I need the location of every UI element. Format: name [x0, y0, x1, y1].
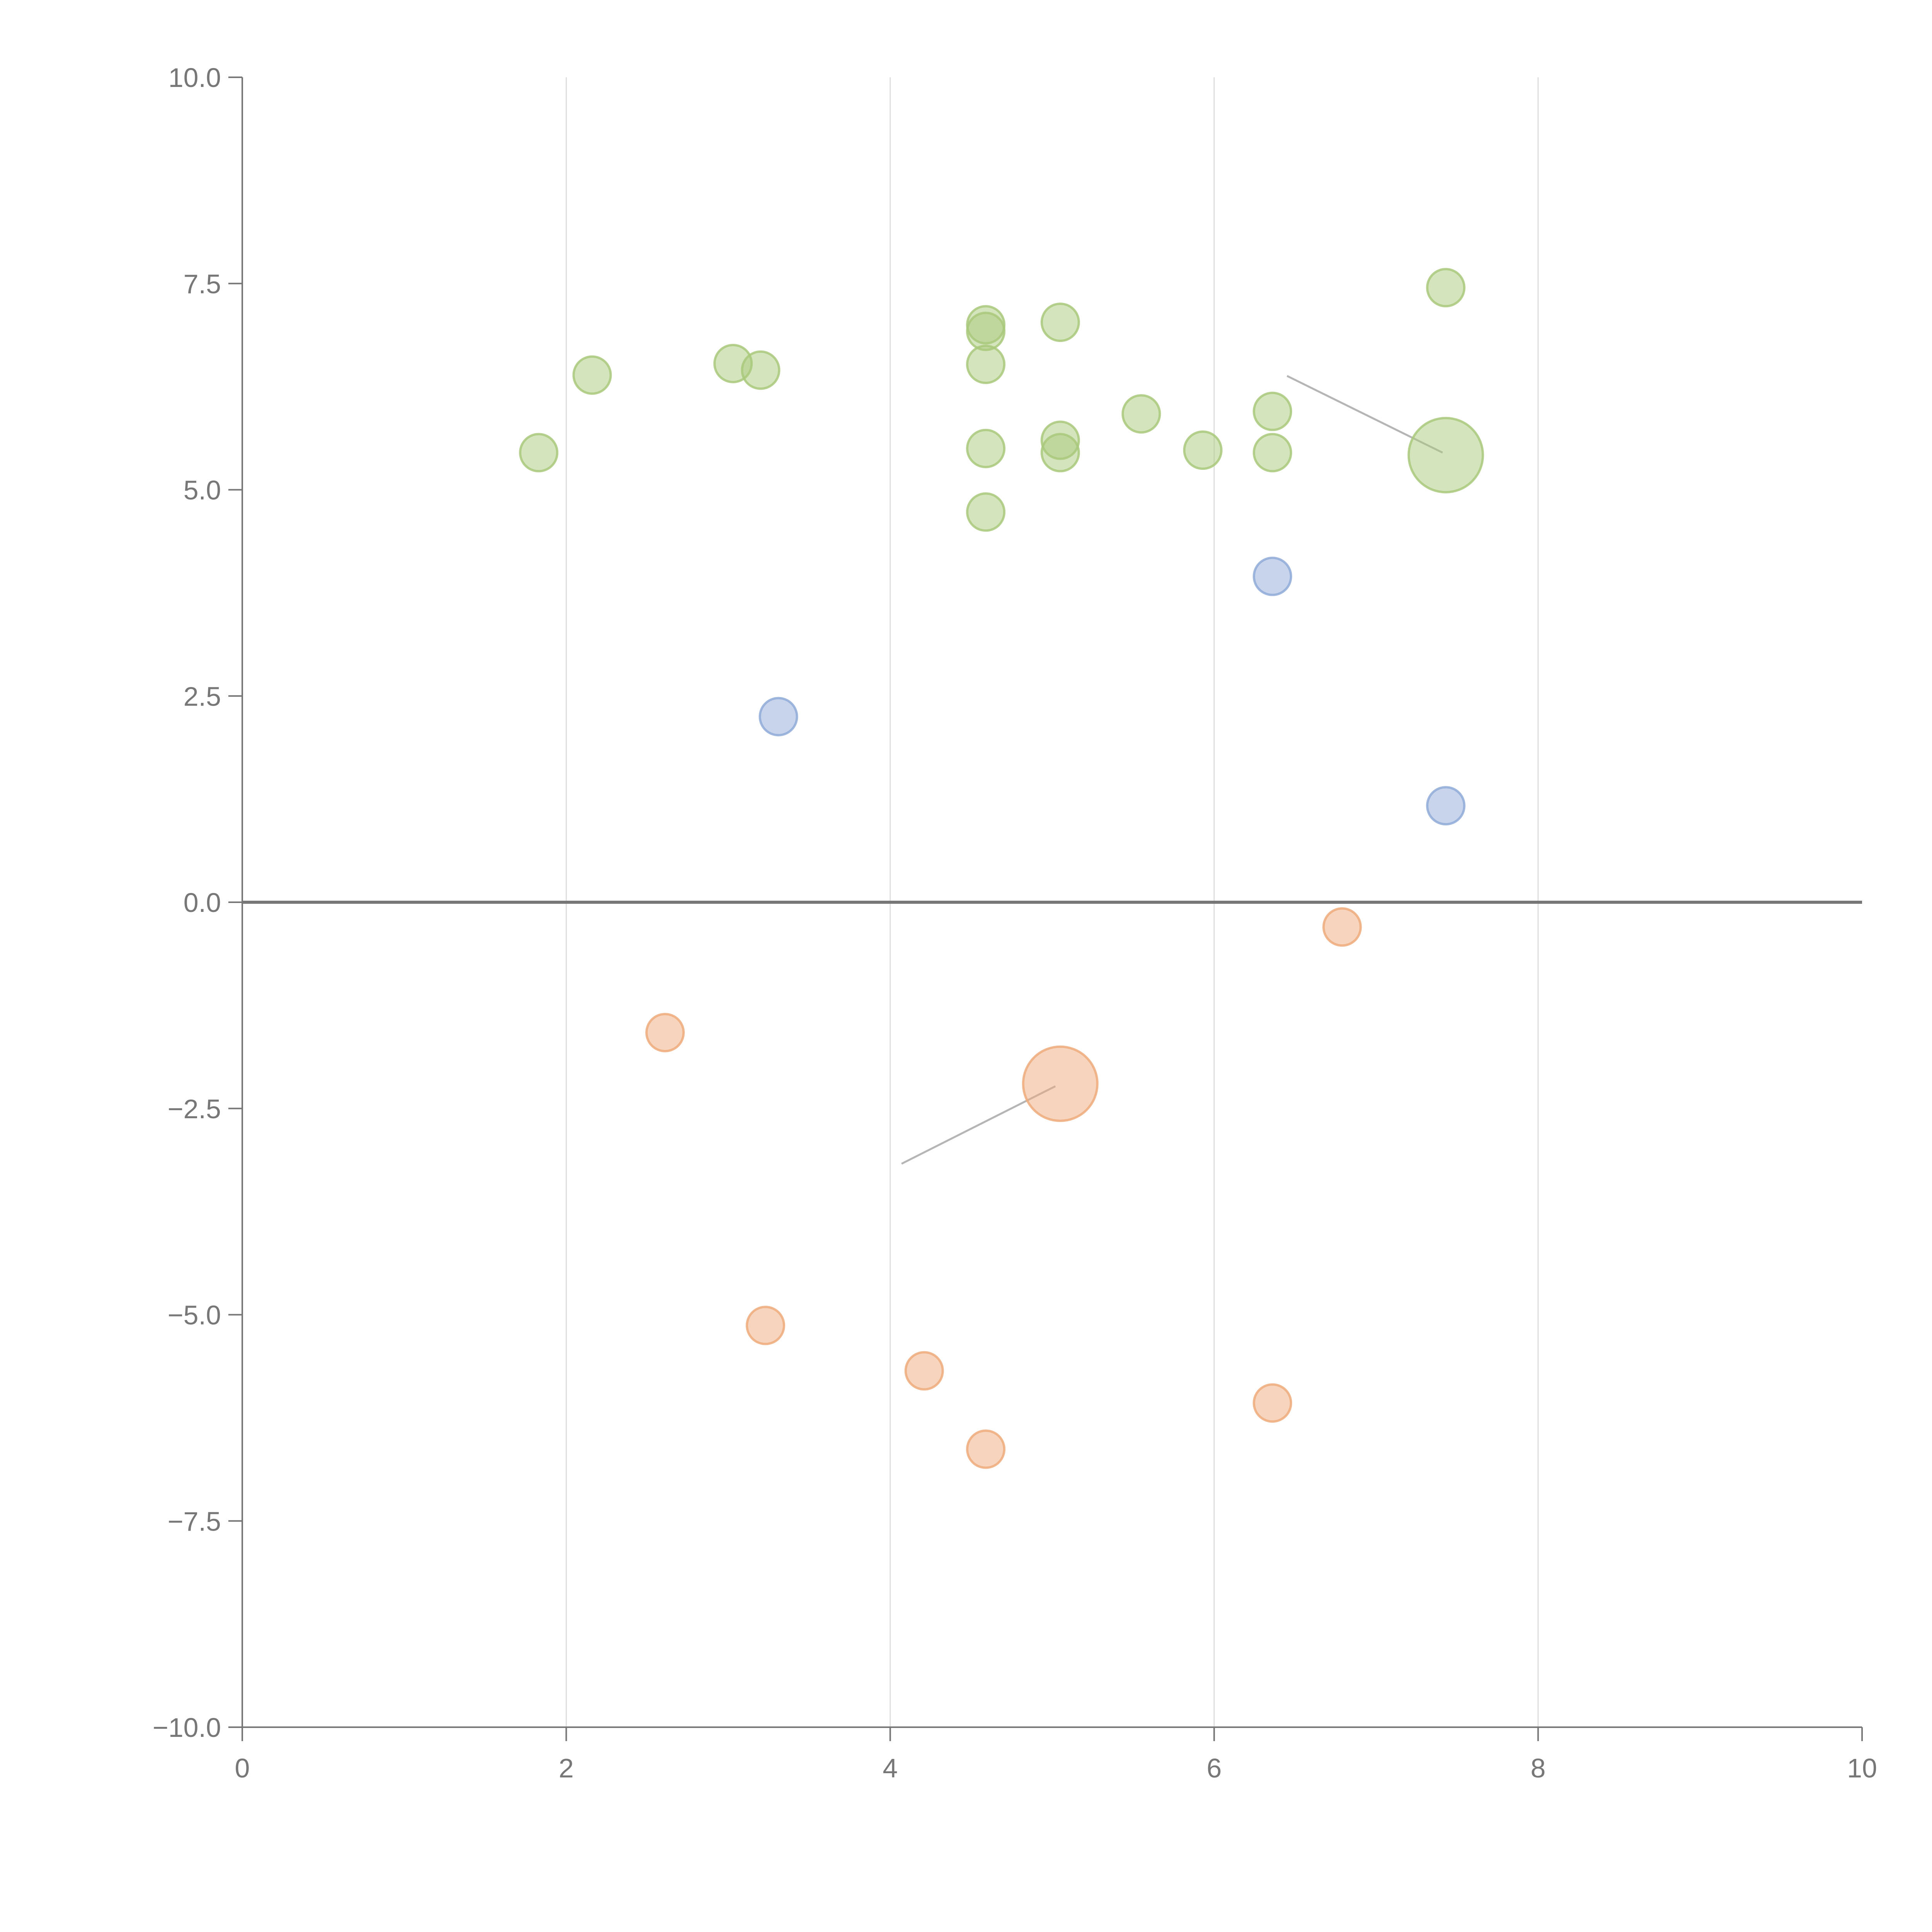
point-green-6	[966, 344, 1006, 384]
x-tick-label: 6	[1207, 1753, 1222, 1783]
point-green-15	[1253, 433, 1293, 473]
y-tick-label: 7.5	[184, 269, 221, 299]
x-tick-label: 2	[559, 1753, 574, 1783]
y-tick-label: 0.0	[184, 888, 221, 918]
point-green-0	[519, 433, 559, 473]
point-green-1	[572, 355, 612, 395]
point-green-12	[1121, 394, 1161, 434]
point-green-17	[1407, 417, 1484, 493]
x-tick-label: 0	[235, 1753, 250, 1783]
point-green-5	[966, 311, 1006, 351]
point-orange-5	[1253, 1383, 1293, 1423]
points-layer	[519, 268, 1484, 1469]
point-green-14	[1253, 391, 1293, 431]
point-green-9	[1040, 303, 1080, 342]
point-orange-6	[1322, 907, 1362, 947]
point-green-3	[741, 350, 781, 390]
tick-label-layer: 10.0 7.5 5.0 2.5 0.0 −2.5 −5.0 −7.5 −10.0 0 2 4 6 8 10	[153, 63, 1877, 1783]
x-tick-label: 10	[1847, 1753, 1877, 1783]
point-orange-2	[904, 1351, 944, 1391]
point-orange-0	[645, 1013, 685, 1053]
point-orange-3	[966, 1429, 1006, 1469]
point-green-11	[1040, 433, 1080, 473]
y-tick-label: 5.0	[184, 475, 221, 505]
point-orange-4	[1022, 1045, 1099, 1122]
point-blue-2	[1426, 786, 1466, 826]
y-tick-label: −10.0	[153, 1713, 221, 1743]
axes-layer	[228, 77, 1863, 1741]
point-green-8	[966, 492, 1006, 532]
y-tick-label: −7.5	[168, 1506, 221, 1536]
x-tick-label: 4	[883, 1753, 898, 1783]
y-tick-label: 2.5	[184, 681, 221, 711]
point-green-13	[1183, 430, 1223, 470]
point-orange-1	[746, 1306, 786, 1345]
point-green-7	[966, 429, 1006, 468]
point-blue-0	[759, 697, 798, 736]
y-tick-label: 10.0	[168, 63, 221, 93]
x-tick-label: 8	[1531, 1753, 1546, 1783]
y-tick-label: −2.5	[168, 1094, 221, 1124]
point-blue-1	[1253, 556, 1293, 596]
point-green-16	[1426, 268, 1466, 308]
y-tick-label: −5.0	[168, 1300, 221, 1330]
